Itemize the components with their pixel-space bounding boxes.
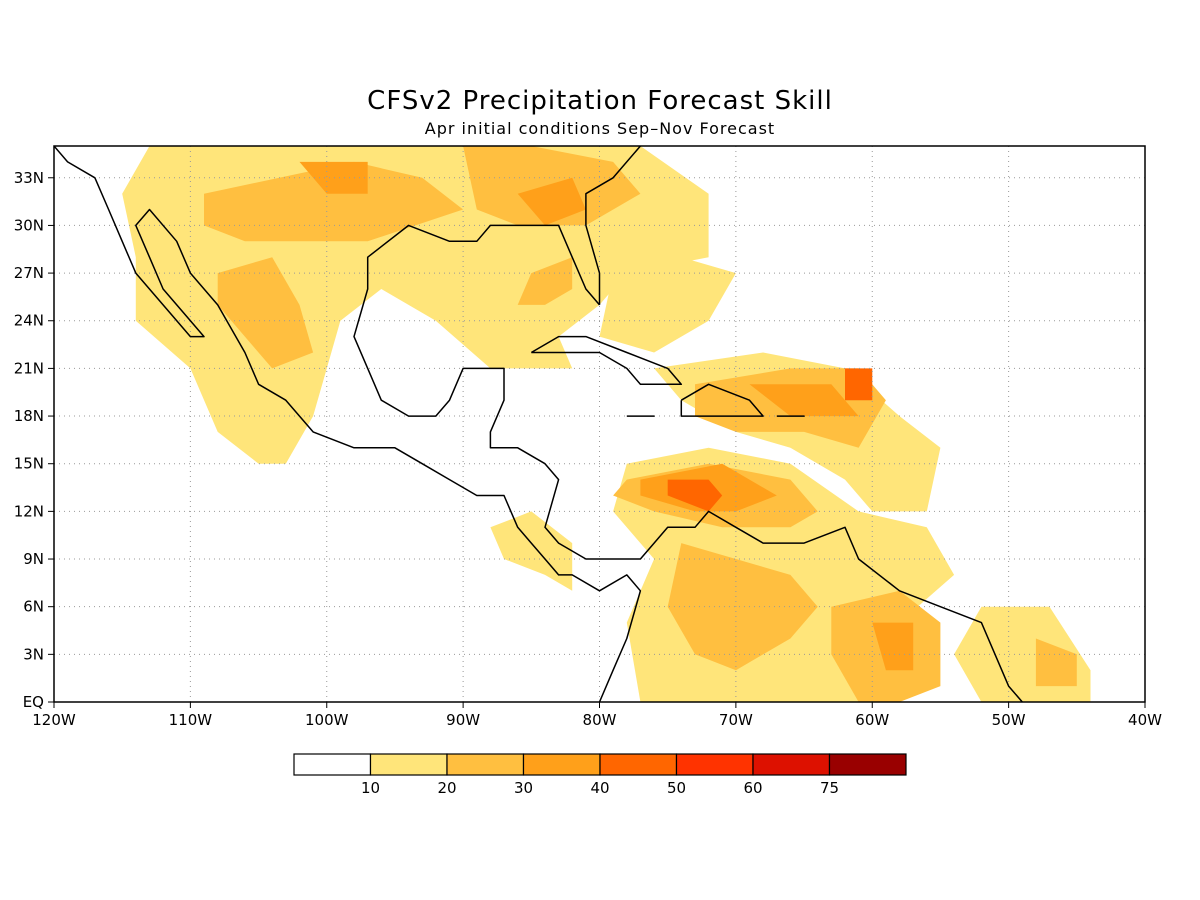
legend-swatch-2 xyxy=(446,753,525,776)
lat-tick-label: 6N xyxy=(23,598,44,616)
lon-tick-label: 50W xyxy=(992,711,1026,729)
lat-tick-label: 15N xyxy=(14,455,44,473)
skill-region-18 xyxy=(749,384,859,417)
lon-tick-label: 100W xyxy=(305,711,349,729)
legend-swatch-1 xyxy=(369,753,448,776)
lat-tick-label: 21N xyxy=(14,359,44,377)
skill-region-12 xyxy=(667,543,818,671)
hispaniola xyxy=(680,383,764,417)
skill-region-16 xyxy=(517,177,586,226)
legend-swatch-0 xyxy=(293,753,372,776)
skill-region-9 xyxy=(517,257,573,305)
lat-tick-label: 33N xyxy=(14,169,44,187)
lon-tick-label: 120W xyxy=(32,711,76,729)
north-america-coast xyxy=(54,146,642,702)
legend-swatch-4 xyxy=(599,753,678,776)
legend-label: 20 xyxy=(437,779,456,797)
lon-tick-label: 110W xyxy=(169,711,213,729)
lat-tick-label: EQ xyxy=(23,693,44,711)
color-legend: 10 20 30 40 50 60 75 xyxy=(293,753,907,797)
skill-region-1 xyxy=(599,257,736,353)
skill-region-19 xyxy=(872,622,914,671)
coastlines xyxy=(54,146,1023,702)
lat-tick-label: 30N xyxy=(14,216,44,234)
skill-region-14 xyxy=(1035,638,1077,687)
legend-label: 40 xyxy=(590,779,609,797)
cuba xyxy=(530,335,683,386)
legend-swatch-7 xyxy=(828,753,907,776)
skill-region-20 xyxy=(845,368,873,401)
gulf-coast xyxy=(353,224,1023,702)
lat-tick-label: 18N xyxy=(14,407,44,425)
legend-swatch-5 xyxy=(675,753,754,776)
atlantic-coast xyxy=(585,146,641,305)
skill-region-15 xyxy=(299,161,368,194)
lat-tick-label: 9N xyxy=(23,550,44,568)
lon-tick-label: 60W xyxy=(855,711,889,729)
legend-label: 10 xyxy=(361,779,380,797)
legend-swatch-6 xyxy=(752,753,831,776)
lon-tick-label: 90W xyxy=(446,711,480,729)
legend-label: 75 xyxy=(820,779,839,797)
lon-tick-label: 80W xyxy=(583,711,617,729)
skill-shading xyxy=(122,146,1091,702)
latitude-axis: EQ 3N 6N 9N 12N 15N 18N 21N 24N 27N 30N 33N xyxy=(14,169,54,711)
lon-tick-label: 70W xyxy=(719,711,753,729)
legend-label: 30 xyxy=(514,779,533,797)
legend-label: 60 xyxy=(743,779,762,797)
longitude-axis: 120W 110W 100W 90W 80W 70W 60W 50W 40W xyxy=(32,702,1162,729)
skill-region-21 xyxy=(667,479,723,512)
lat-tick-label: 3N xyxy=(23,645,44,663)
lat-tick-label: 12N xyxy=(14,502,44,520)
skill-region-4 xyxy=(490,511,573,591)
map-subtitle: Apr initial conditions Sep–Nov Forecast xyxy=(424,119,776,138)
lat-tick-label: 24N xyxy=(14,312,44,330)
lat-tick-label: 27N xyxy=(14,264,44,282)
map-title: CFSv2 Precipitation Forecast Skill xyxy=(367,86,833,116)
legend-label: 50 xyxy=(667,779,686,797)
skill-region-6 xyxy=(204,161,464,242)
skill-region-8 xyxy=(217,257,314,369)
legend-swatch-3 xyxy=(522,753,601,776)
lon-tick-label: 40W xyxy=(1128,711,1162,729)
